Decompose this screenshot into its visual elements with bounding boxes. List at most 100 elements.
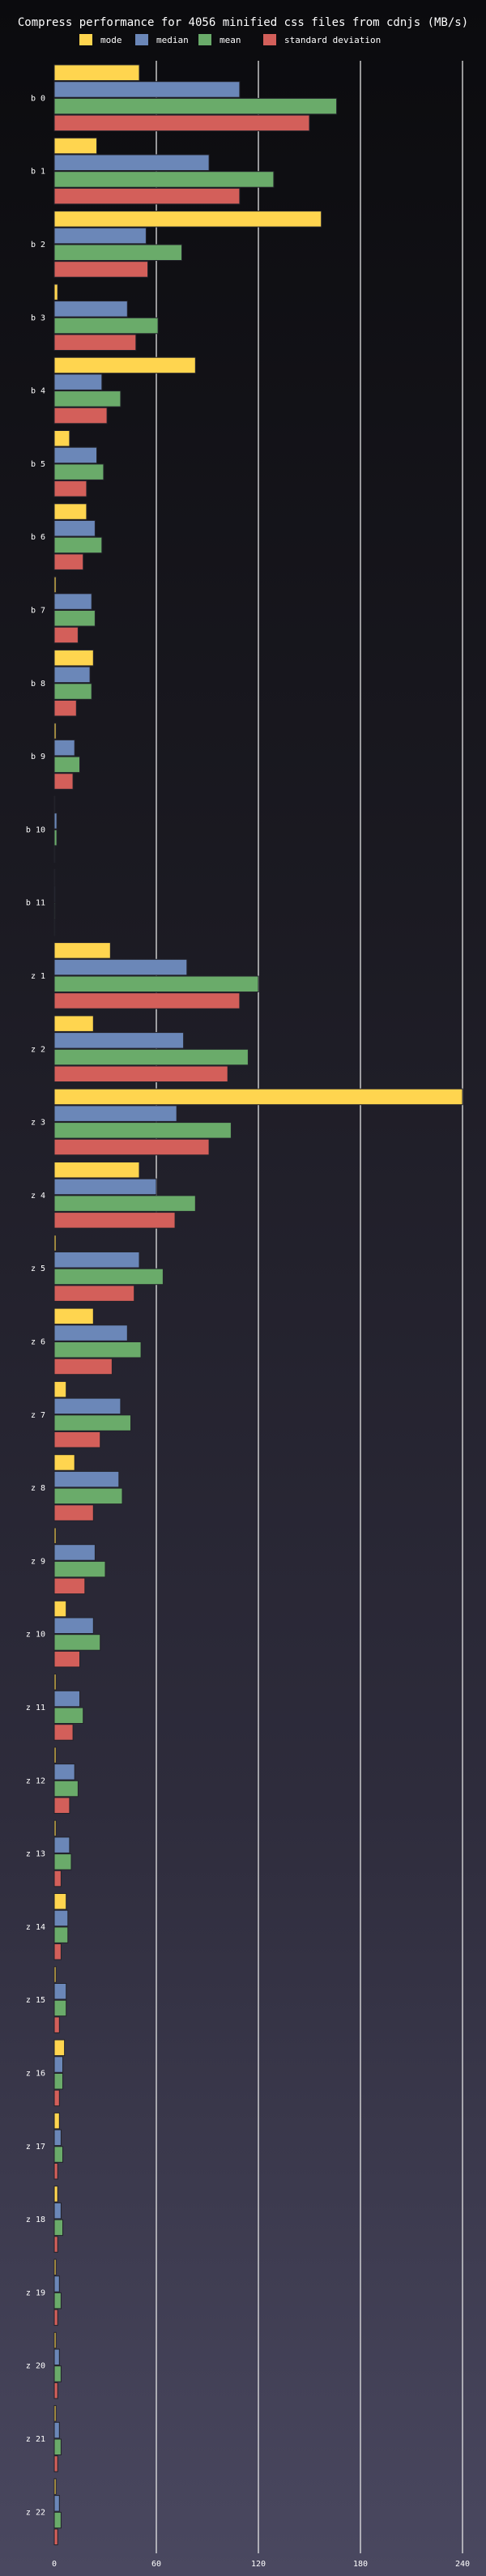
bar-z12-mode bbox=[53, 1746, 57, 1764]
bar-z7-standard-deviation bbox=[53, 1431, 101, 1448]
bar-z17-median bbox=[53, 2129, 62, 2147]
bar-z6-mode bbox=[53, 1307, 94, 1325]
bar-z8-mode bbox=[53, 1454, 75, 1471]
bar-z8-median bbox=[53, 1470, 120, 1488]
bar-z2-median bbox=[53, 1032, 185, 1049]
x-axis-tick-labels: 0 60 120 180 240 bbox=[52, 2560, 470, 2569]
legend-label-mode: mode bbox=[100, 35, 122, 45]
bar-z4-median bbox=[53, 1178, 157, 1196]
bar-b2-mean bbox=[53, 244, 182, 261]
bar-b1-median bbox=[53, 154, 210, 171]
bar-z12-mean bbox=[53, 1780, 79, 1798]
category-label: b 1 bbox=[31, 168, 45, 177]
bar-b11-median bbox=[53, 885, 56, 902]
bar-z14-standard-deviation bbox=[53, 1943, 62, 1960]
bar-b5-median bbox=[53, 446, 97, 464]
bar-b10-standard-deviation bbox=[53, 846, 56, 864]
bar-b5-standard-deviation bbox=[53, 480, 87, 497]
category-label: z 1 bbox=[31, 972, 45, 981]
bar-z10-median bbox=[53, 1617, 94, 1634]
bar-b8-standard-deviation bbox=[53, 700, 77, 717]
bar-b3-mode bbox=[53, 284, 58, 301]
bar-z20-mean bbox=[53, 2365, 62, 2382]
category-label: b 2 bbox=[31, 241, 45, 249]
category-label: z 16 bbox=[26, 2070, 45, 2079]
bar-z5-standard-deviation bbox=[53, 1285, 135, 1302]
bar-z18-mode bbox=[53, 2186, 58, 2203]
bar-z15-mean bbox=[53, 1999, 67, 2017]
bar-b0-median bbox=[53, 81, 241, 98]
bar-z3-standard-deviation bbox=[53, 1138, 210, 1156]
category-label: z 7 bbox=[31, 1411, 45, 1420]
bar-b3-median bbox=[53, 301, 128, 318]
bar-z11-mode bbox=[53, 1674, 57, 1691]
bar-z21-standard-deviation bbox=[53, 2455, 58, 2472]
legend: mode median mean standard deviation bbox=[79, 34, 381, 45]
bar-z22-standard-deviation bbox=[53, 2528, 58, 2545]
bar-z19-mean bbox=[53, 2292, 62, 2309]
bar-b9-median bbox=[53, 739, 75, 757]
bar-b10-median bbox=[53, 812, 58, 830]
category-label: z 11 bbox=[26, 1704, 45, 1712]
bar-b1-standard-deviation bbox=[53, 187, 241, 205]
bar-z5-mode bbox=[53, 1235, 57, 1252]
bar-z7-median bbox=[53, 1397, 122, 1415]
category-label: z 13 bbox=[26, 1850, 45, 1859]
category-label: b 0 bbox=[31, 94, 45, 103]
bar-b3-standard-deviation bbox=[53, 334, 137, 351]
category-label: z 20 bbox=[26, 2362, 45, 2371]
category-label: b 10 bbox=[26, 825, 45, 834]
category-label: b 7 bbox=[31, 607, 45, 616]
category-label: z 3 bbox=[31, 1119, 45, 1128]
bar-z14-mode bbox=[53, 1893, 67, 1910]
bar-z2-standard-deviation bbox=[53, 1065, 228, 1082]
bar-z19-median bbox=[53, 2275, 60, 2292]
bar-b8-median bbox=[53, 666, 91, 684]
bar-z16-median bbox=[53, 2056, 63, 2073]
bar-z13-mean bbox=[53, 1853, 72, 1870]
legend-swatch-mean bbox=[198, 34, 211, 45]
bar-z1-mode bbox=[53, 942, 111, 959]
bar-z20-mode bbox=[53, 2331, 57, 2349]
bar-b4-standard-deviation bbox=[53, 407, 108, 424]
bar-b4-median bbox=[53, 373, 103, 390]
bar-b0-mode bbox=[53, 64, 140, 81]
bar-b7-mode bbox=[53, 576, 57, 594]
bar-z7-mode bbox=[53, 1380, 67, 1398]
bar-z7-mean bbox=[53, 1414, 131, 1431]
bar-b6-mean bbox=[53, 536, 103, 554]
category-label: z 5 bbox=[31, 1265, 45, 1273]
bar-z21-median bbox=[53, 2421, 60, 2439]
bar-z18-median bbox=[53, 2202, 62, 2220]
bar-z19-mode bbox=[53, 2258, 57, 2275]
bar-z3-mean bbox=[53, 1122, 232, 1139]
bar-z17-standard-deviation bbox=[53, 2163, 58, 2180]
bar-z15-standard-deviation bbox=[53, 2016, 60, 2033]
category-label: z 22 bbox=[26, 2508, 45, 2517]
bar-z9-mean bbox=[53, 1560, 106, 1578]
bar-b0-mean bbox=[53, 97, 338, 115]
category-label: z 14 bbox=[26, 1923, 45, 1932]
category-label: z 2 bbox=[31, 1045, 45, 1054]
bar-z4-mode bbox=[53, 1162, 140, 1179]
x-tick-label: 240 bbox=[455, 2560, 470, 2569]
bar-z22-mode bbox=[53, 2478, 57, 2495]
bar-z9-standard-deviation bbox=[53, 1577, 86, 1595]
bar-z15-median bbox=[53, 1983, 67, 2000]
bar-z18-mean bbox=[53, 2219, 63, 2237]
bar-z6-mean bbox=[53, 1341, 142, 1358]
bar-z13-median bbox=[53, 1836, 70, 1853]
bar-z3-median bbox=[53, 1105, 177, 1122]
bar-z11-mean bbox=[53, 1707, 84, 1724]
bar-z14-mean bbox=[53, 1926, 69, 1943]
category-label: z 21 bbox=[26, 2435, 45, 2444]
category-label: z 12 bbox=[26, 1776, 45, 1785]
bar-z11-median bbox=[53, 1690, 80, 1708]
bar-b6-median bbox=[53, 520, 96, 537]
bar-b4-mode bbox=[53, 356, 196, 374]
bar-z16-mode bbox=[53, 2039, 66, 2057]
bar-b7-standard-deviation bbox=[53, 626, 79, 644]
bar-z12-standard-deviation bbox=[53, 1797, 70, 1814]
bar-b9-mean bbox=[53, 756, 80, 774]
